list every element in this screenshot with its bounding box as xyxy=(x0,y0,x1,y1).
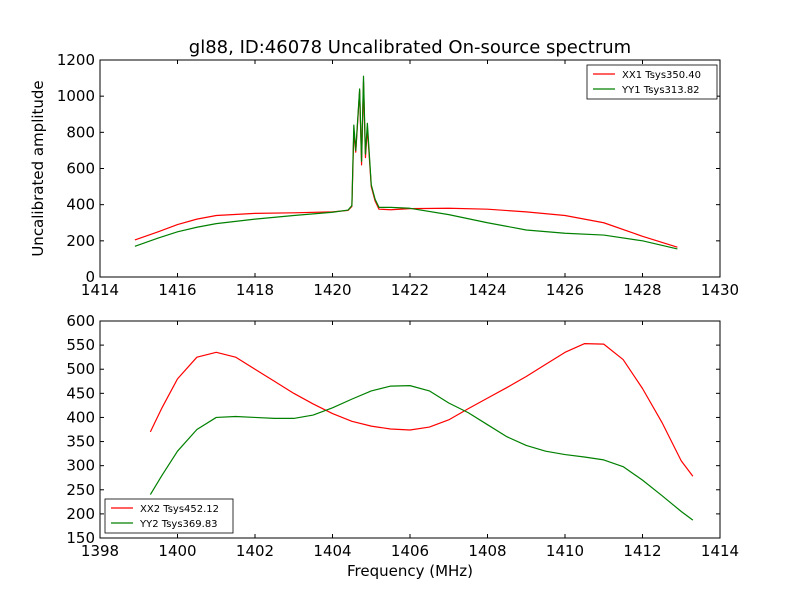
x-tick-label: 1400 xyxy=(158,542,196,560)
y-tick-label: 300 xyxy=(66,457,95,475)
x-tick-label: 1402 xyxy=(236,542,274,560)
y-tick-label: 600 xyxy=(66,312,95,330)
x-tick-label: 1426 xyxy=(546,281,584,299)
chart-title: gl88, ID:46078 Uncalibrated On-source sp… xyxy=(189,37,631,58)
y-tick-label: 1000 xyxy=(57,87,95,105)
y-tick-label: 150 xyxy=(66,529,95,547)
y-tick-label: 400 xyxy=(66,196,95,214)
legend-label: XX1 Tsys350.40 xyxy=(622,70,701,81)
y-tick-label: 200 xyxy=(66,232,95,250)
x-tick-label: 1420 xyxy=(313,281,351,299)
y-tick-label: 500 xyxy=(66,360,95,378)
x-tick-label: 1412 xyxy=(623,542,661,560)
x-tick-label: 1430 xyxy=(701,281,739,299)
x-tick-label: 1416 xyxy=(158,281,196,299)
legend-box xyxy=(104,498,234,534)
legend-label: YY2 Tsys369.83 xyxy=(139,519,218,530)
legend-0: XX1 Tsys350.40 YY1 Tsys313.82 xyxy=(586,64,718,100)
y-tick-label: 600 xyxy=(66,160,95,178)
top-panel: 1414 1416 1418 1420 1422 1424 1426 1428 1430 0 200… xyxy=(29,51,739,299)
series-line-1-1 xyxy=(149,385,694,521)
x-tick-label: 1398 xyxy=(81,542,119,560)
y-tick-label: 800 xyxy=(66,123,95,141)
y-tick-label: 0 xyxy=(85,268,95,286)
x-tick-label: 1424 xyxy=(468,281,506,299)
y-axis-label: Uncalibrated amplitude xyxy=(29,80,47,256)
x-tick-label: 1410 xyxy=(546,542,584,560)
x-tick-label: 1406 xyxy=(391,542,429,560)
x-tick-label: 1428 xyxy=(623,281,661,299)
y-tick-label: 350 xyxy=(66,433,95,451)
legend-label: XX2 Tsys452.12 xyxy=(140,504,219,515)
y-tick-label: 550 xyxy=(66,336,95,354)
x-tick-label: 1422 xyxy=(391,281,429,299)
x-axis-label: Frequency (MHz) xyxy=(347,562,473,580)
y-tick-label: 1200 xyxy=(57,51,95,69)
y-tick-label: 400 xyxy=(66,408,95,426)
x-tick-label: 1414 xyxy=(81,281,119,299)
y-tick-label: 250 xyxy=(66,481,95,499)
bottom-panel: 1398 1400 1402 1404 1406 1408 1410 1412 1414 150 2… xyxy=(66,312,739,580)
y-tick-label: 450 xyxy=(66,384,95,402)
x-tick-label: 1418 xyxy=(236,281,274,299)
series-line-0-1 xyxy=(134,75,678,250)
series-line-1-0 xyxy=(149,343,694,477)
x-tick-label: 1414 xyxy=(701,542,739,560)
y-tick-label: 200 xyxy=(66,505,95,523)
legend-1: XX2 Tsys452.12 YY2 Tsys369.83 xyxy=(104,498,234,534)
legend-box xyxy=(586,64,718,100)
legend-label: YY1 Tsys313.82 xyxy=(621,85,700,96)
x-tick-label: 1404 xyxy=(313,542,351,560)
x-tick-label: 1408 xyxy=(468,542,506,560)
